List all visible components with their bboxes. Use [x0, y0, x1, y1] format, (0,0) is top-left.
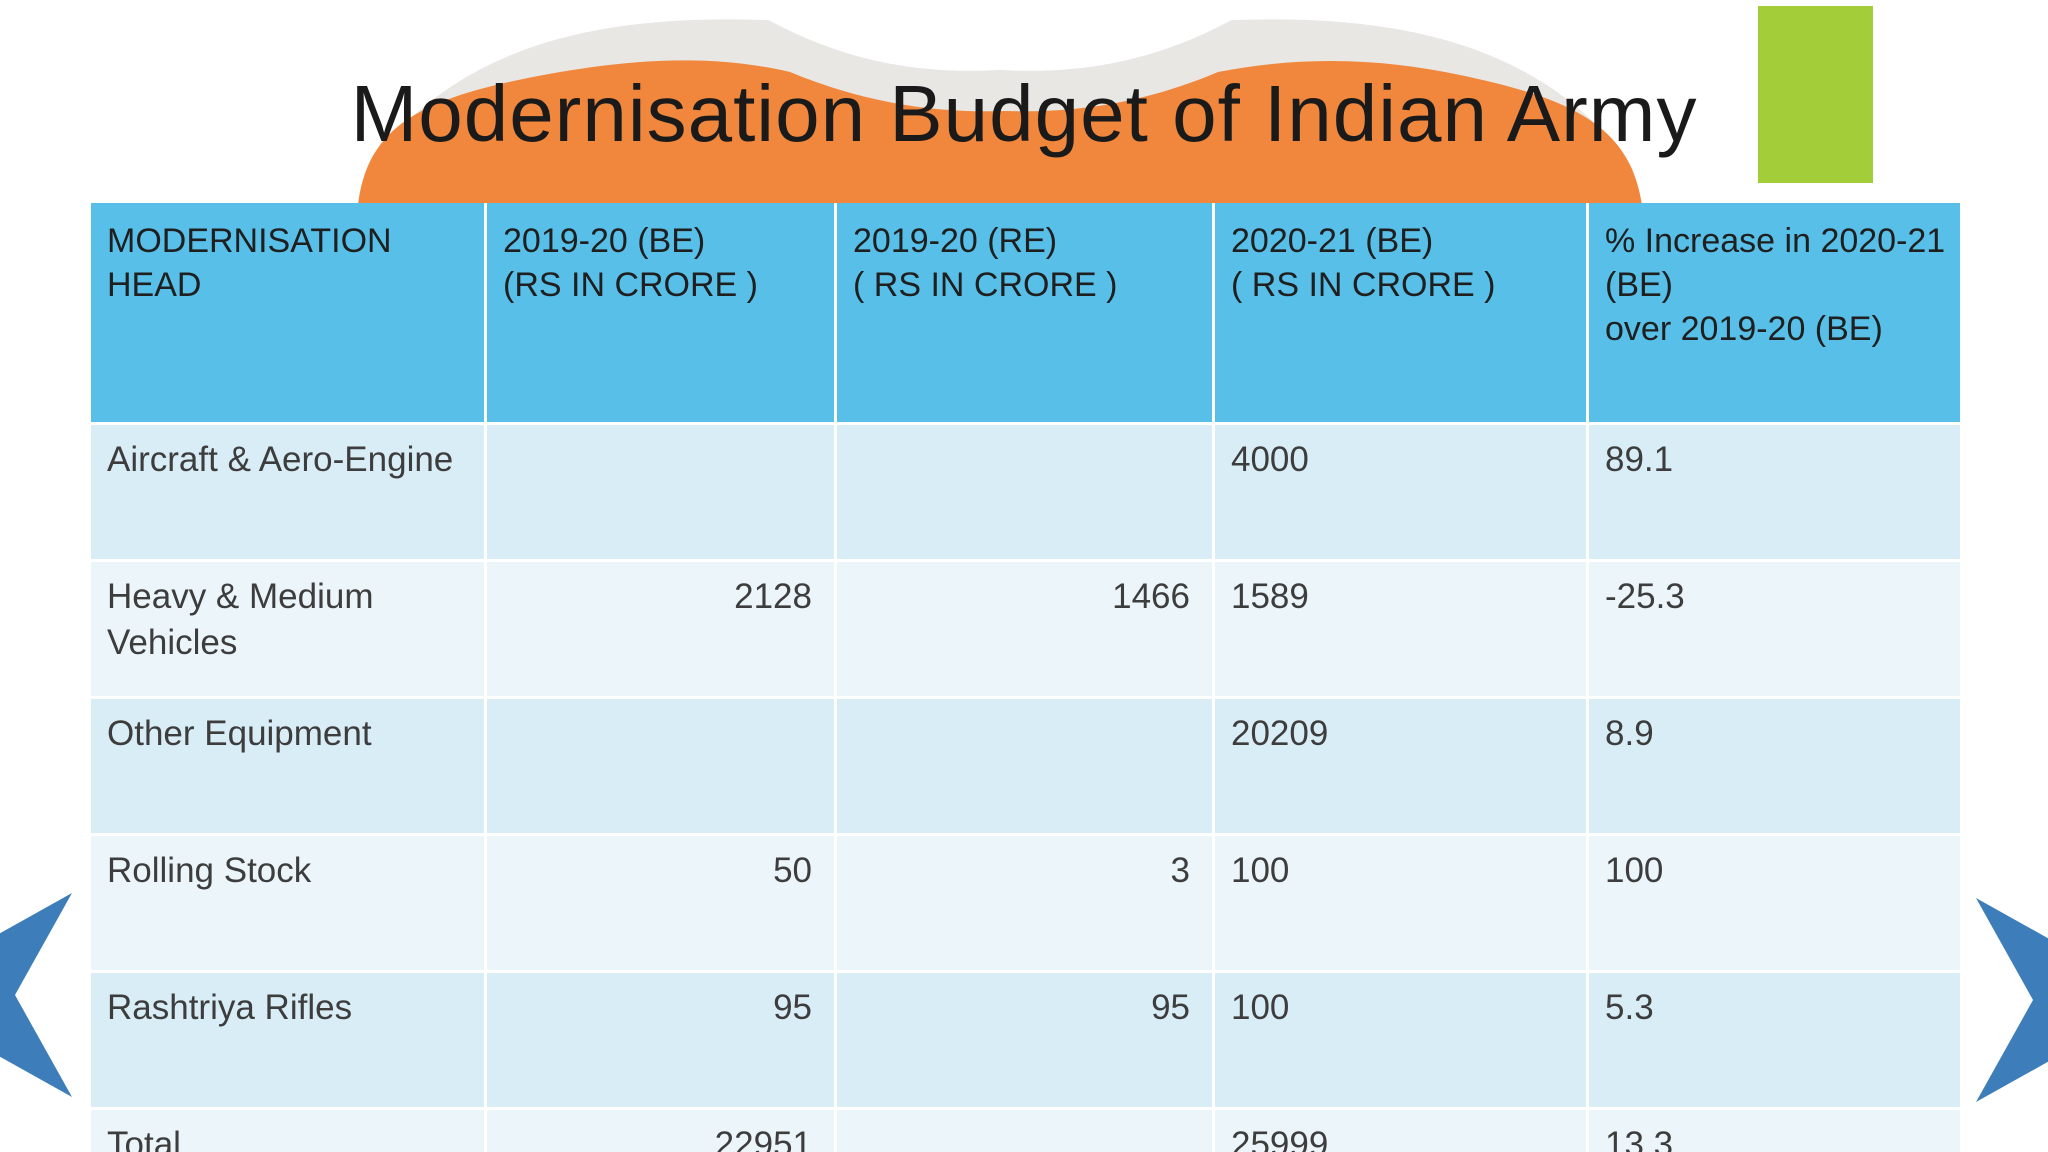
table-row: Other Equipment 20209 8.9	[91, 699, 1963, 836]
cell-2019-20-re: 95	[837, 973, 1215, 1110]
cell-2019-20-be: 22951	[487, 1110, 837, 1152]
cell-2019-20-re	[837, 699, 1215, 836]
column-header-2019-20-be: 2019-20 (BE) (RS IN CRORE )	[487, 203, 837, 425]
page-title: Modernisation Budget of Indian Army	[350, 69, 1698, 158]
cell-2020-21-be: 25999	[1215, 1110, 1589, 1152]
cell-modernisation-head: Heavy & Medium Vehicles	[91, 562, 487, 699]
column-header-modernisation-head: MODERNISATION HEAD	[91, 203, 487, 425]
cell-2019-20-re: 1466	[837, 562, 1215, 699]
column-header-pct-increase: % Increase in 2020-21 (BE) over 2019-20 …	[1589, 203, 1963, 425]
budget-table: MODERNISATION HEAD 2019-20 (BE) (RS IN C…	[91, 203, 1963, 1152]
header-line: ( RS IN CRORE )	[853, 266, 1118, 305]
cell-modernisation-head: Rolling Stock	[91, 836, 487, 973]
cell-2019-20-be	[487, 699, 837, 836]
star-right-icon	[1976, 898, 2048, 1102]
cell-2019-20-re	[837, 425, 1215, 562]
header-line: over 2019-20 (BE)	[1605, 310, 1883, 349]
table-row: Rolling Stock 50 3 100 100	[91, 836, 1963, 973]
cell-2020-21-be: 1589	[1215, 562, 1589, 699]
cell-modernisation-head: Rashtriya Rifles	[91, 973, 487, 1110]
header-line: 2019-20 (RE)	[853, 222, 1058, 260]
cell-pct-increase: -25.3	[1589, 562, 1963, 699]
cell-2019-20-be	[487, 425, 837, 562]
cell-modernisation-head: Total	[91, 1110, 487, 1152]
cell-2019-20-re: 3	[837, 836, 1215, 973]
table-row: Rashtriya Rifles 95 95 100 5.3	[91, 973, 1963, 1110]
cell-pct-increase: 8.9	[1589, 699, 1963, 836]
header-line: % Increase in 2020-21 (BE)	[1605, 222, 1946, 305]
cell-modernisation-head: Other Equipment	[91, 699, 487, 836]
cell-pct-increase: 89.1	[1589, 425, 1963, 562]
cell-pct-increase: 13.3	[1589, 1110, 1963, 1152]
cell-2019-20-be: 50	[487, 836, 837, 973]
header-line: (RS IN CRORE )	[503, 266, 758, 305]
cell-modernisation-head: Aircraft & Aero-Engine	[91, 425, 487, 562]
cell-2019-20-re	[837, 1110, 1215, 1152]
cell-2020-21-be: 20209	[1215, 699, 1589, 836]
cell-2020-21-be: 4000	[1215, 425, 1589, 562]
header-line: 2019-20 (BE)	[503, 222, 706, 260]
header-line: HEAD	[107, 266, 202, 305]
cell-pct-increase: 100	[1589, 836, 1963, 973]
header-line: MODERNISATION	[107, 222, 392, 260]
cell-2020-21-be: 100	[1215, 973, 1589, 1110]
table-row: Heavy & Medium Vehicles 2128 1466 1589 -…	[91, 562, 1963, 699]
star-left-icon	[0, 893, 72, 1097]
cell-2019-20-be: 2128	[487, 562, 837, 699]
header-line: ( RS IN CRORE )	[1231, 266, 1496, 305]
cell-2019-20-be: 95	[487, 973, 837, 1110]
header-line: 2020-21 (BE)	[1231, 222, 1434, 260]
cell-2020-21-be: 100	[1215, 836, 1589, 973]
table-row: Total 22951 25999 13.3	[91, 1110, 1963, 1152]
cell-pct-increase: 5.3	[1589, 973, 1963, 1110]
table-header-row: MODERNISATION HEAD 2019-20 (BE) (RS IN C…	[91, 203, 1963, 425]
column-header-2020-21-be: 2020-21 (BE) ( RS IN CRORE )	[1215, 203, 1589, 425]
table-row: Aircraft & Aero-Engine 4000 89.1	[91, 425, 1963, 562]
column-header-2019-20-re: 2019-20 (RE) ( RS IN CRORE )	[837, 203, 1215, 425]
